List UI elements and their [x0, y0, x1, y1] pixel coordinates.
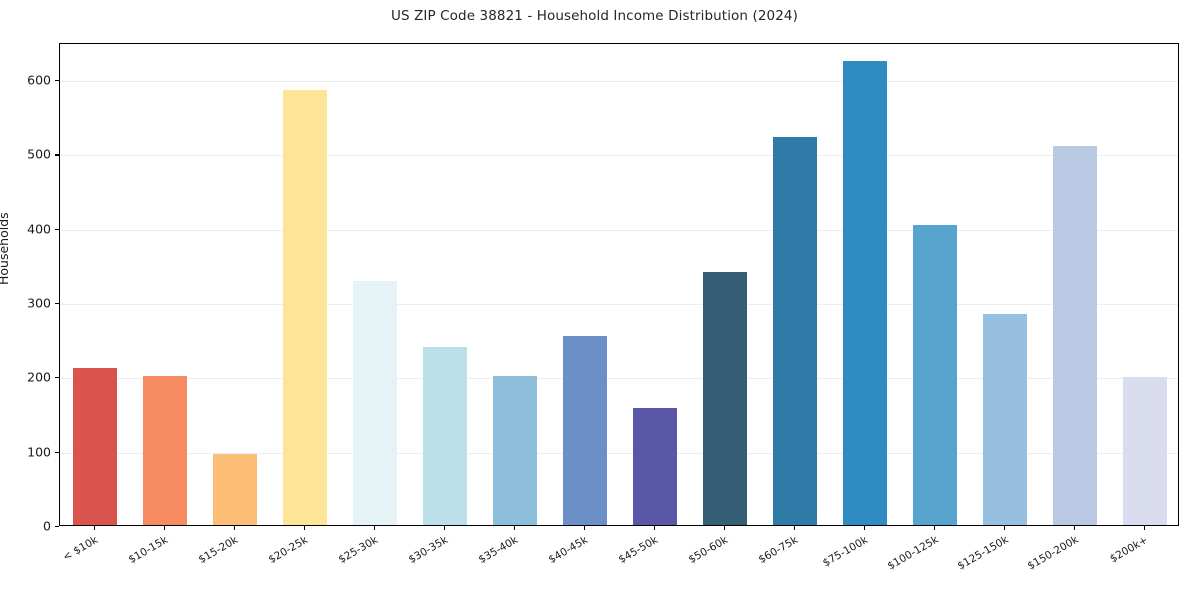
y-tick-mark [55, 377, 59, 379]
x-tick-label: $15-20k [196, 534, 240, 567]
y-tick-mark [55, 228, 59, 230]
x-tick-label: $30-35k [406, 534, 450, 567]
x-tick-mark [514, 526, 516, 530]
x-tick-mark [1144, 526, 1146, 530]
x-tick-label: $40-45k [546, 534, 590, 567]
gridline [60, 229, 1178, 231]
x-tick-label: < $10k [60, 534, 100, 564]
y-tick-label: 500 [27, 146, 51, 162]
x-tick-mark [794, 526, 796, 530]
plot-area [59, 43, 1179, 526]
x-tick-label: $35-40k [476, 534, 520, 567]
bar[interactable] [212, 454, 258, 525]
y-tick-label: 100 [27, 444, 51, 460]
gridline [60, 304, 1178, 306]
x-tick-mark [444, 526, 446, 530]
x-tick-mark [304, 526, 306, 530]
x-tick-label: $20-25k [266, 534, 310, 567]
y-tick-label: 300 [27, 295, 51, 311]
x-tick-label: $60-75k [756, 534, 800, 567]
x-tick-label: $100-125k [885, 533, 941, 573]
bar[interactable] [772, 137, 818, 525]
bar[interactable] [422, 347, 468, 525]
x-tick-mark [584, 526, 586, 530]
x-tick-label: $45-50k [616, 534, 660, 567]
x-tick-mark [234, 526, 236, 530]
y-tick-label: 0 [43, 518, 51, 534]
bar[interactable] [282, 90, 328, 525]
x-tick-mark [934, 526, 936, 530]
bar[interactable] [702, 272, 748, 525]
x-tick-label: $10-15k [126, 534, 170, 567]
x-tick-mark [1004, 526, 1006, 530]
y-tick-mark [55, 303, 59, 305]
y-tick-label: 400 [27, 221, 51, 237]
y-tick-label: 200 [27, 369, 51, 385]
y-tick-mark [55, 80, 59, 82]
x-tick-label: $125-150k [955, 533, 1011, 573]
bar-series [60, 44, 1178, 525]
x-tick-mark [164, 526, 166, 530]
bar[interactable] [492, 375, 538, 525]
x-tick-label: $200k+ [1107, 534, 1150, 566]
gridline [60, 155, 1178, 157]
bar[interactable] [982, 313, 1028, 525]
y-tick-mark [55, 451, 59, 453]
bar[interactable] [1122, 377, 1168, 525]
gridline [60, 452, 1178, 454]
gridline [60, 81, 1178, 83]
bar[interactable] [842, 60, 888, 525]
x-tick-label: $25-30k [336, 534, 380, 567]
y-tick-mark [55, 154, 59, 156]
bar[interactable] [142, 375, 188, 525]
x-tick-label: $75-100k [820, 534, 870, 570]
x-tick-mark [654, 526, 656, 530]
bar[interactable] [352, 281, 398, 525]
x-tick-mark [724, 526, 726, 530]
y-tick-mark [55, 526, 59, 528]
chart-title: US ZIP Code 38821 - Household Income Dis… [391, 8, 798, 24]
x-tick-label: $150-200k [1025, 533, 1081, 573]
y-tick-label: 600 [27, 72, 51, 88]
bar[interactable] [1052, 146, 1098, 525]
x-tick-label: $50-60k [686, 534, 730, 567]
bar[interactable] [562, 335, 608, 525]
x-tick-mark [374, 526, 376, 530]
x-tick-mark [1074, 526, 1076, 530]
x-tick-mark [864, 526, 866, 530]
bar[interactable] [632, 408, 678, 525]
x-tick-mark [94, 526, 96, 530]
bar[interactable] [72, 368, 118, 525]
bar[interactable] [912, 224, 958, 525]
gridline [60, 378, 1178, 380]
